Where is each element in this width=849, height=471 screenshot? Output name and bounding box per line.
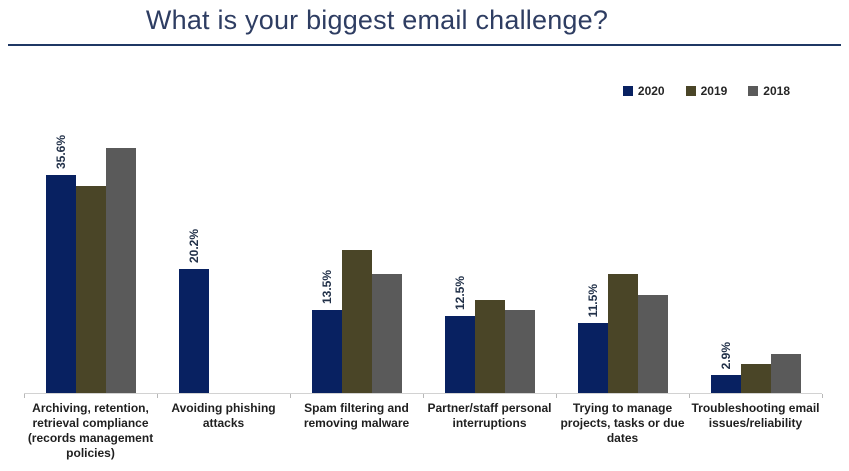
bar-2020-category-3 — [311, 310, 342, 393]
data-label-text: 11.5% — [585, 283, 600, 317]
bar-2018-category-6 — [770, 354, 801, 393]
bar-2020-category-6 — [710, 375, 741, 393]
category-label-6: Troubleshooting email issues/reliability — [691, 401, 820, 430]
data-label-text: 12.5% — [452, 275, 467, 310]
legend-label-2019: 2019 — [700, 84, 728, 98]
category-label-3: Spam filtering and removing malware — [303, 401, 410, 430]
data-label-2020-category-5: 11.5% — [578, 284, 608, 317]
x-axis-tick-marks — [24, 394, 823, 399]
plot-area: 35.6% 20.2% 13.5% 12.5% 11.5% 2.9% — [24, 100, 822, 394]
legend-swatch-2018 — [748, 86, 759, 96]
legend-swatch-2020 — [622, 86, 633, 96]
legend-swatch-2019 — [685, 86, 696, 96]
bar-2020-category-4 — [444, 316, 475, 393]
data-label-text: 20.2% — [186, 228, 201, 263]
category-group-6: 2.9% — [689, 100, 822, 393]
category-label-4: Partner/staff personal interruptions — [427, 401, 552, 430]
data-label-2020-category-6: 2.9% — [711, 342, 741, 369]
bar-2019-category-6 — [740, 364, 771, 393]
axis-tick-5 — [689, 394, 690, 398]
bar-2018-category-1 — [105, 148, 136, 393]
chart-title: What is your biggest email challenge? — [145, 5, 609, 35]
bar-2020-category-2 — [178, 269, 209, 393]
category-group-4: 12.5% — [423, 100, 556, 393]
axis-tick-2 — [290, 394, 291, 398]
category-group-2: 20.2% — [157, 100, 290, 393]
bar-2020-category-5 — [577, 323, 608, 393]
data-label-2020-category-2: 20.2% — [179, 229, 209, 263]
axis-tick-6 — [822, 394, 823, 398]
bar-2019-category-4 — [474, 300, 505, 393]
title-divider-line — [8, 44, 841, 46]
axis-tick-4 — [556, 394, 557, 398]
data-label-2020-category-1: 35.6% — [46, 135, 76, 169]
category-label-1: Archiving, retention, retrieval complian… — [27, 401, 154, 460]
axis-tick-0 — [24, 394, 25, 398]
bar-2019-category-5 — [607, 274, 638, 393]
legend-label-2018: 2018 — [763, 84, 790, 98]
axis-tick-1 — [157, 394, 158, 398]
bar-2018-category-4 — [504, 310, 535, 393]
legend-item-2018: 2018 — [748, 84, 790, 98]
legend-item-2020: 2020 — [622, 84, 665, 98]
category-label-5: Trying to manage projects, tasks or due … — [560, 401, 685, 445]
category-group-1: 35.6% — [24, 100, 157, 393]
legend-label-2020: 2020 — [637, 84, 665, 98]
category-group-5: 11.5% — [556, 100, 689, 393]
axis-tick-3 — [423, 394, 424, 398]
data-label-text: 2.9% — [718, 341, 733, 369]
data-label-text: 13.5% — [319, 269, 334, 304]
bar-2018-category-5 — [637, 295, 668, 393]
bar-2018-category-3 — [371, 274, 402, 393]
data-label-2020-category-4: 12.5% — [445, 276, 475, 310]
data-label-2020-category-3: 13.5% — [312, 270, 342, 304]
x-axis-category-labels: Archiving, retention, retrieval complian… — [24, 401, 822, 461]
category-label-2: Avoiding phishing attacks — [171, 401, 276, 430]
legend-item-2019: 2019 — [685, 84, 728, 98]
bar-2020-category-1 — [45, 175, 76, 393]
bar-2019-category-1 — [75, 186, 106, 393]
category-group-3: 13.5% — [290, 100, 423, 393]
data-label-text: 35.6% — [53, 134, 68, 169]
bar-2019-category-3 — [341, 250, 372, 393]
chart-legend: 2020 2019 2018 — [24, 84, 822, 98]
